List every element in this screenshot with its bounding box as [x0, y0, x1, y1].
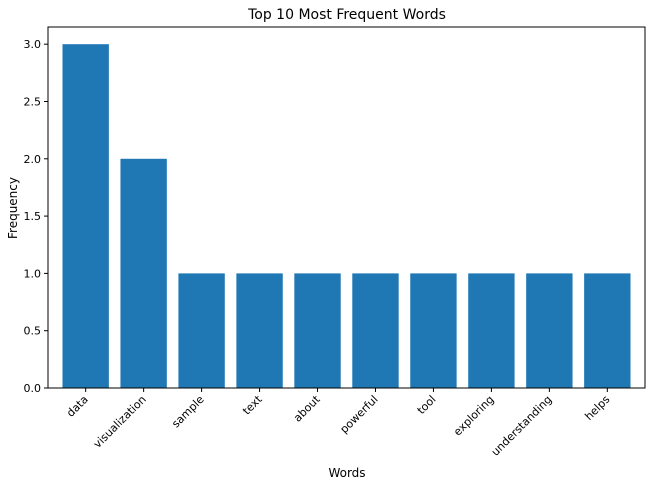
x-tick-label: understanding — [489, 393, 555, 459]
bar-tool — [410, 273, 457, 388]
x-tick-label: sample — [169, 393, 207, 431]
y-tick-label: 3.0 — [24, 38, 42, 51]
x-tick-label: helps — [582, 393, 612, 423]
bar-text — [236, 273, 283, 388]
y-axis-label: Frequency — [6, 177, 20, 239]
y-axis-ticks: 0.0 0.5 1.0 1.5 2.0 2.5 3.0 — [24, 38, 48, 395]
bar-data — [62, 44, 109, 388]
x-tick-label: exploring — [451, 393, 497, 439]
x-axis-ticks: data visualization sample text about powerful… — [64, 388, 613, 459]
x-tick-label: powerful — [338, 393, 381, 436]
y-tick-label: 0.0 — [24, 382, 42, 395]
y-tick-label: 2.0 — [24, 153, 42, 166]
bar-sample — [178, 273, 225, 388]
bar-powerful — [352, 273, 399, 388]
y-tick-label: 1.0 — [24, 267, 42, 280]
y-tick-label: 0.5 — [24, 325, 42, 338]
x-tick-label: text — [240, 392, 265, 417]
plot-frame — [47, 26, 646, 389]
bar-exploring — [468, 273, 515, 388]
x-tick-label: about — [291, 392, 323, 424]
x-tick-label: visualization — [91, 393, 149, 451]
x-tick-label: tool — [415, 393, 439, 417]
bars-group — [62, 44, 631, 388]
bar-about — [294, 273, 341, 388]
chart-title: Top 10 Most Frequent Words — [247, 7, 446, 23]
bar-understanding — [526, 273, 573, 388]
y-tick-label: 1.5 — [24, 210, 42, 223]
x-tick-label: data — [64, 393, 91, 420]
y-tick-label: 2.5 — [24, 95, 42, 108]
bar-helps — [584, 273, 631, 388]
x-axis-label: Words — [328, 466, 365, 480]
bar-visualization — [120, 158, 167, 388]
